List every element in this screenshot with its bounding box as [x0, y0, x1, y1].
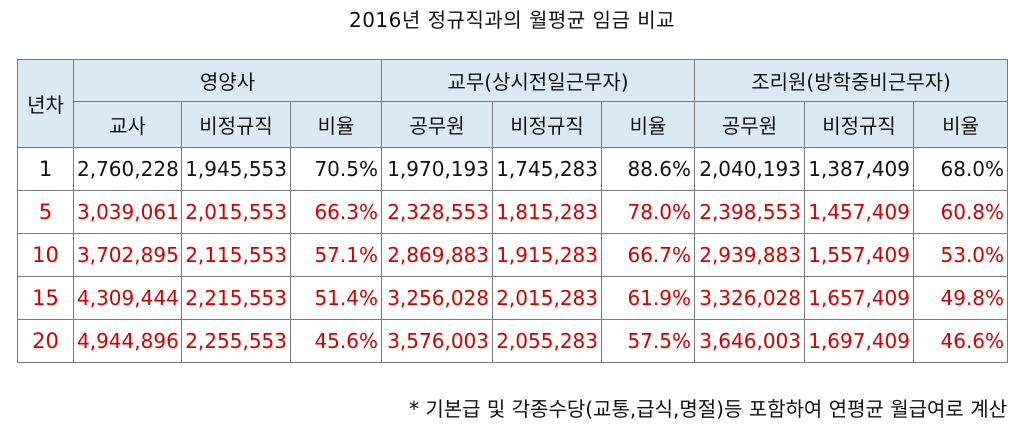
- ratio-cell: 88.6%: [600, 147, 696, 191]
- wage-cell: 2,255,553: [181, 319, 291, 363]
- wage-cell: 2,760,228: [73, 147, 182, 191]
- page-title: 2016년 정규직과의 월평균 임금 비교: [348, 8, 676, 32]
- subheader-cell: 공무원: [381, 101, 493, 148]
- wage-cell: 2,869,883: [381, 233, 493, 277]
- group-header-row: 년차 영양사 교무(상시전일근무자) 조리원(방학중비근무자): [17, 59, 1009, 148]
- wage-cell: 2,015,553: [181, 190, 291, 234]
- table-row: 15 4,309,444 2,215,553 51.4% 3,256,028 2,015,…: [17, 276, 1009, 320]
- wage-cell: 2,328,553: [381, 190, 493, 234]
- wage-cell: 2,115,553: [181, 233, 291, 277]
- ratio-cell: 53.0%: [913, 233, 1009, 277]
- wage-cell: 3,039,061: [73, 190, 182, 234]
- group-header-dietitian: 영양사: [73, 59, 382, 102]
- ratio-cell: 51.4%: [290, 276, 382, 320]
- year-cell: 5: [17, 190, 74, 234]
- wage-cell: 2,040,193: [694, 147, 806, 191]
- footnote: * 기본급 및 각종수당(교통,급식,명절)등 포함하여 연평균 월급여로 계산: [408, 397, 1007, 421]
- wage-cell: 3,326,028: [694, 276, 806, 320]
- group-header-admin: 교무(상시전일근무자): [380, 59, 696, 102]
- wage-cell: 1,915,283: [492, 233, 602, 277]
- table-row: 1 2,760,228 1,945,553 70.5% 1,970,193 1,745,2…: [17, 147, 1009, 191]
- subheader-cell: 교사: [73, 101, 182, 148]
- wage-cell: 2,215,553: [181, 276, 291, 320]
- ratio-cell: 66.7%: [600, 233, 696, 277]
- subheader-cell: 비정규직: [181, 101, 291, 148]
- wage-cell: 1,457,409: [804, 190, 915, 234]
- ratio-cell: 66.3%: [290, 190, 382, 234]
- subheader-cell: 공무원: [694, 101, 806, 148]
- ratio-cell: 49.8%: [913, 276, 1009, 320]
- subheader-cell: 비정규직: [804, 101, 915, 148]
- year-cell: 15: [17, 276, 74, 320]
- wage-cell: 4,309,444: [73, 276, 182, 320]
- year-cell: 20: [17, 319, 74, 363]
- wage-cell: 3,702,895: [73, 233, 182, 277]
- subheader-row: 교사 비정규직 비율 공무원 비정규직 비율 공무원 비정규직 비율: [18, 101, 1009, 148]
- wage-comparison-table: 년차 영양사 교무(상시전일근무자) 조리원(방학중비근무자) 교사 비정규직 …: [17, 59, 1009, 363]
- subheader-cell: 비율: [290, 101, 382, 148]
- wage-cell: 2,055,283: [492, 319, 602, 363]
- wage-cell: 3,256,028: [381, 276, 493, 320]
- subheader-cell: 비율: [600, 101, 696, 148]
- wage-cell: 1,697,409: [804, 319, 915, 363]
- table-row: 20 4,944,896 2,255,553 45.6% 3,576,003 2,055,…: [17, 319, 1009, 363]
- year-header: 년차: [17, 59, 74, 148]
- year-cell: 1: [17, 147, 74, 191]
- ratio-cell: 68.0%: [913, 147, 1009, 191]
- wage-cell: 1,745,283: [492, 147, 602, 191]
- subheader-cell: 비율: [913, 101, 1009, 148]
- table-row: 10 3,702,895 2,115,553 57.1% 2,869,883 1,915,…: [17, 233, 1009, 277]
- wage-cell: 2,939,883: [694, 233, 806, 277]
- ratio-cell: 61.9%: [600, 276, 696, 320]
- ratio-cell: 57.5%: [600, 319, 696, 363]
- wage-cell: 1,945,553: [181, 147, 291, 191]
- wage-cell: 1,815,283: [492, 190, 602, 234]
- ratio-cell: 46.6%: [913, 319, 1009, 363]
- wage-cell: 1,387,409: [804, 147, 915, 191]
- ratio-cell: 70.5%: [290, 147, 382, 191]
- wage-cell: 2,015,283: [492, 276, 602, 320]
- table-body: 1 2,760,228 1,945,553 70.5% 1,970,193 1,745,2…: [17, 147, 1009, 363]
- wage-cell: 4,944,896: [73, 319, 182, 363]
- wage-cell: 2,398,553: [694, 190, 806, 234]
- ratio-cell: 45.6%: [290, 319, 382, 363]
- wage-cell: 1,970,193: [381, 147, 493, 191]
- wage-cell: 1,557,409: [804, 233, 915, 277]
- ratio-cell: 57.1%: [290, 233, 382, 277]
- ratio-cell: 60.8%: [913, 190, 1009, 234]
- wage-cell: 3,576,003: [381, 319, 493, 363]
- group-header-cook: 조리원(방학중비근무자): [694, 59, 1009, 102]
- table-row: 5 3,039,061 2,015,553 66.3% 2,328,553 1,815,2…: [17, 190, 1009, 234]
- ratio-cell: 78.0%: [600, 190, 696, 234]
- wage-cell: 1,657,409: [804, 276, 915, 320]
- year-cell: 10: [17, 233, 74, 277]
- wage-cell: 3,646,003: [694, 319, 806, 363]
- subheader-cell: 비정규직: [492, 101, 602, 148]
